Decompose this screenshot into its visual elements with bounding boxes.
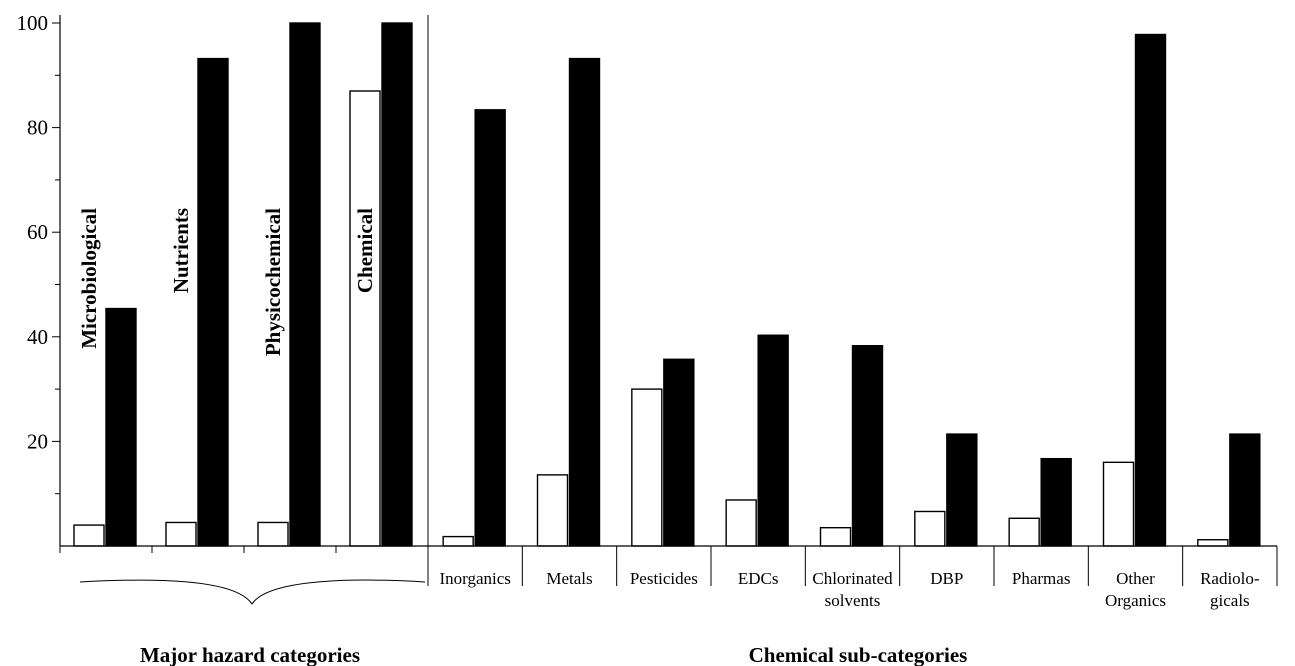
y-tick-label-80: 80 [27, 116, 48, 140]
bar-chlorinated-solvents-s1 [819, 526, 852, 547]
y-tick-label-60: 60 [27, 220, 48, 244]
bar-dbp-s2 [946, 433, 978, 547]
bar-physicochemical-s2 [289, 22, 321, 547]
category-label-chlorinated-solvents-line1: Chlorinated [812, 569, 893, 588]
category-label-chlorinated-solvents-line2: solvents [825, 591, 881, 610]
bar-metals-s1 [536, 474, 569, 547]
category-label-pharmas: Pharmas [1012, 569, 1071, 588]
bar-microbiological-s2 [105, 307, 137, 547]
category-label-other-organics-line2: Organics [1105, 591, 1166, 610]
group-label-sub: Chemical sub-categories [749, 643, 968, 666]
y-tick-label-100: 100 [17, 11, 49, 35]
category-label-chemical: Chemical [353, 208, 377, 293]
bar-other-organics-s1 [1102, 461, 1135, 547]
axes [52, 15, 1278, 605]
category-label-edcs: EDCs [738, 569, 779, 588]
bar-edcs-s2 [757, 334, 789, 547]
category-label-dbp: DBP [930, 569, 963, 588]
category-label-other-organics-line1: Other [1116, 569, 1155, 588]
bar-inorganics-s1 [442, 535, 474, 547]
bar-nutrients-s2 [197, 57, 229, 547]
group-label-major: Major hazard categories [140, 643, 360, 666]
category-label-nutrients: Nutrients [169, 208, 193, 293]
category-label-physicochemical: Physicochemical [261, 208, 285, 356]
bar-radiolo-gicals-s1 [1197, 539, 1229, 547]
category-label-metals: Metals [546, 569, 592, 588]
bar-chemical-s2 [381, 22, 413, 547]
y-tick-label-40: 40 [27, 325, 48, 349]
bar-radiolo-gicals-s2 [1229, 433, 1261, 547]
bar-pharmas-s1 [1008, 517, 1040, 547]
bar-pesticides-s1 [631, 388, 663, 547]
bar-pesticides-s2 [663, 358, 695, 547]
bar-metals-s2 [568, 57, 601, 547]
bar-microbiological-s1 [73, 524, 105, 547]
bar-pharmas-s2 [1040, 457, 1072, 547]
bar-nutrients-s1 [165, 521, 197, 547]
bar-physicochemical-s1 [257, 521, 289, 547]
labels: 20 40 60 80 100 Microbiological Nutrients Physi… [17, 11, 1260, 666]
category-label-pesticides: Pesticides [630, 569, 698, 588]
category-label-radiolo-gicals-line2: gicals [1210, 591, 1250, 610]
bar-other-organics-s2 [1134, 33, 1167, 547]
category-label-inorganics: Inorganics [439, 569, 510, 588]
bar-edcs-s1 [725, 499, 757, 547]
bar-chlorinated-solvents-s2 [851, 344, 884, 547]
bar-inorganics-s2 [474, 109, 506, 547]
bars [73, 22, 1261, 547]
bar-chemical-s1 [349, 90, 381, 547]
group-brace [79, 579, 426, 605]
bar-dbp-s1 [914, 510, 946, 547]
y-tick-label-20: 20 [27, 429, 48, 453]
category-label-microbiological: Microbiological [77, 208, 101, 349]
category-label-radiolo-gicals-line1: Radiolo- [1200, 569, 1260, 588]
